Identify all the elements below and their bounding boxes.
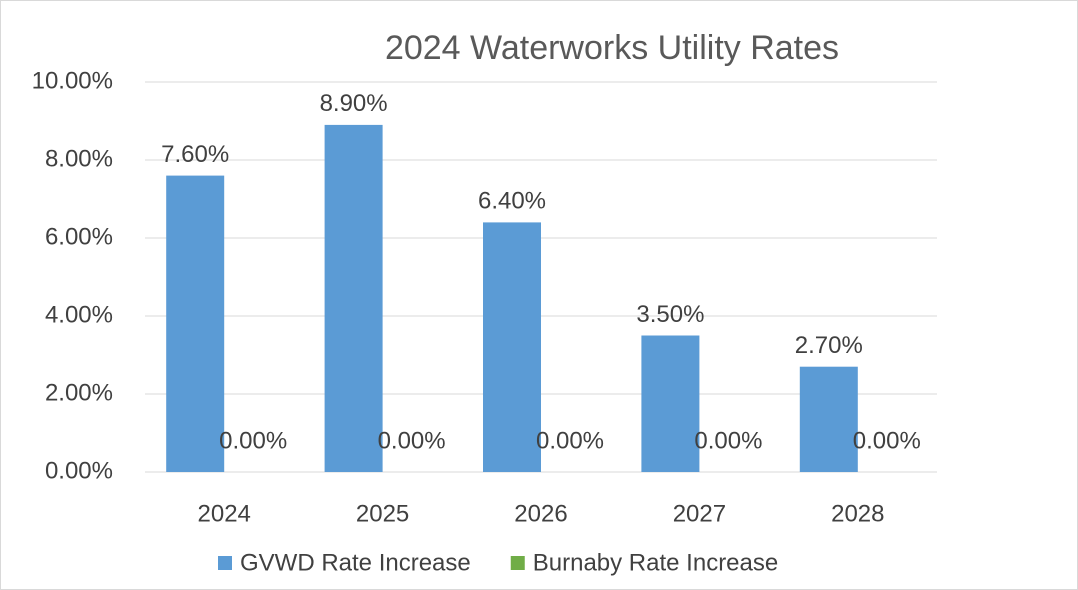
y-tick-label: 10.00% [32, 67, 113, 94]
data-label: 0.00% [694, 427, 762, 454]
data-label: 3.50% [636, 301, 704, 328]
data-label: 8.90% [320, 90, 388, 117]
data-label: 0.00% [536, 427, 604, 454]
x-tick-label: 2025 [356, 500, 409, 527]
data-label: 6.40% [478, 188, 546, 215]
data-label: 0.00% [219, 427, 287, 454]
x-tick-label: 2026 [514, 500, 567, 527]
x-tick-label: 2027 [673, 500, 726, 527]
y-tick-label: 2.00% [45, 379, 113, 406]
y-tick-label: 6.00% [45, 223, 113, 250]
legend-label: GVWD Rate Increase [240, 549, 471, 576]
y-tick-label: 4.00% [45, 301, 113, 328]
legend-swatch [510, 556, 525, 570]
x-tick-label: 2024 [198, 500, 251, 527]
bar [166, 175, 225, 472]
bar [483, 222, 541, 472]
data-label: 2.70% [795, 332, 863, 359]
bar [799, 366, 858, 472]
bar [324, 124, 383, 473]
data-label: 7.60% [161, 141, 229, 168]
legend-label: Burnaby Rate Increase [533, 549, 778, 576]
y-tick-label: 0.00% [45, 457, 113, 484]
data-label: 0.00% [853, 427, 921, 454]
chart-title: 2024 Waterworks Utility Rates [385, 29, 839, 67]
x-tick-label: 2028 [831, 500, 884, 527]
legend-swatch [218, 556, 232, 570]
data-label: 0.00% [378, 427, 446, 454]
y-tick-label: 8.00% [45, 145, 113, 172]
bar [641, 335, 700, 472]
